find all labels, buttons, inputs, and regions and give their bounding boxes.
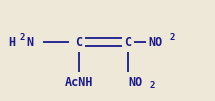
Text: AcNH: AcNH [65, 76, 93, 88]
Text: 2: 2 [149, 82, 154, 90]
Text: 2: 2 [170, 34, 175, 43]
Text: 2: 2 [19, 34, 24, 43]
Text: H: H [8, 35, 15, 48]
Text: NO: NO [128, 76, 142, 88]
Text: NO: NO [148, 35, 162, 48]
Text: C: C [124, 35, 132, 48]
Text: N: N [26, 35, 33, 48]
Text: C: C [75, 35, 83, 48]
